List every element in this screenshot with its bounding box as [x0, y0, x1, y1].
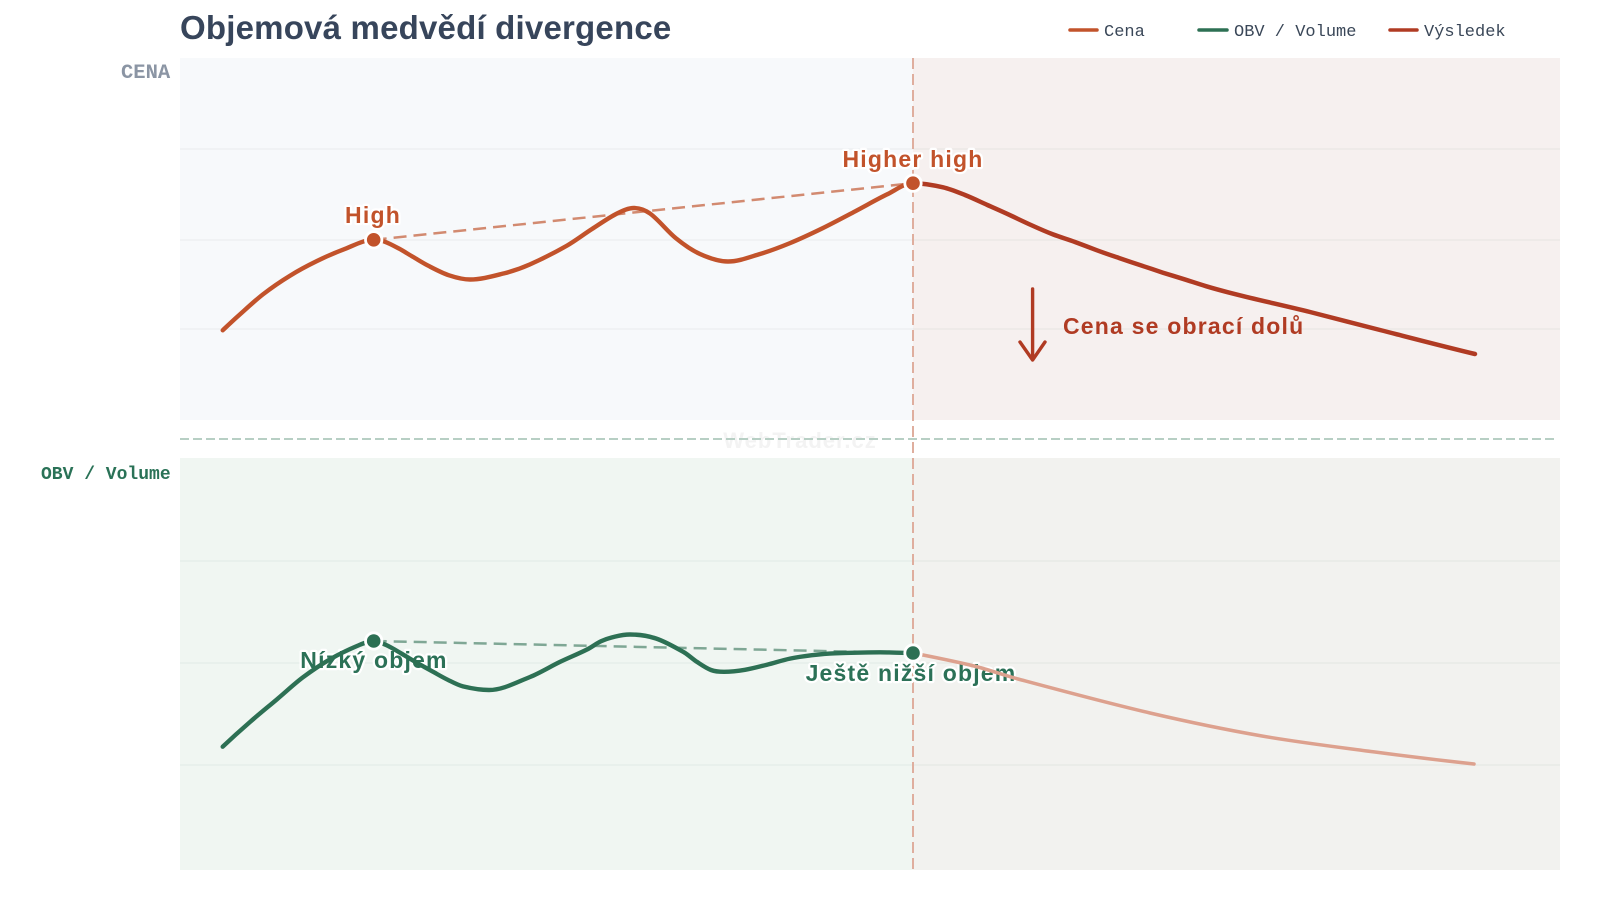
svg-text:High: High — [345, 202, 401, 228]
svg-text:Objemová medvědí divergence: Objemová medvědí divergence — [180, 9, 671, 46]
svg-text:Ještě nižší objem: Ještě nižší objem — [806, 660, 1017, 686]
svg-text:WebTrader.cz: WebTrader.cz — [723, 428, 876, 453]
svg-text:Higher high: Higher high — [843, 146, 984, 172]
svg-text:OBV / Volume: OBV / Volume — [1234, 23, 1356, 42]
svg-text:CENA: CENA — [121, 62, 171, 85]
svg-text:OBV / Volume: OBV / Volume — [41, 465, 171, 485]
svg-text:Cena: Cena — [1104, 23, 1145, 42]
svg-text:Cena se obrací dolů: Cena se obrací dolů — [1063, 313, 1304, 339]
svg-text:Výsledek: Výsledek — [1424, 23, 1506, 42]
